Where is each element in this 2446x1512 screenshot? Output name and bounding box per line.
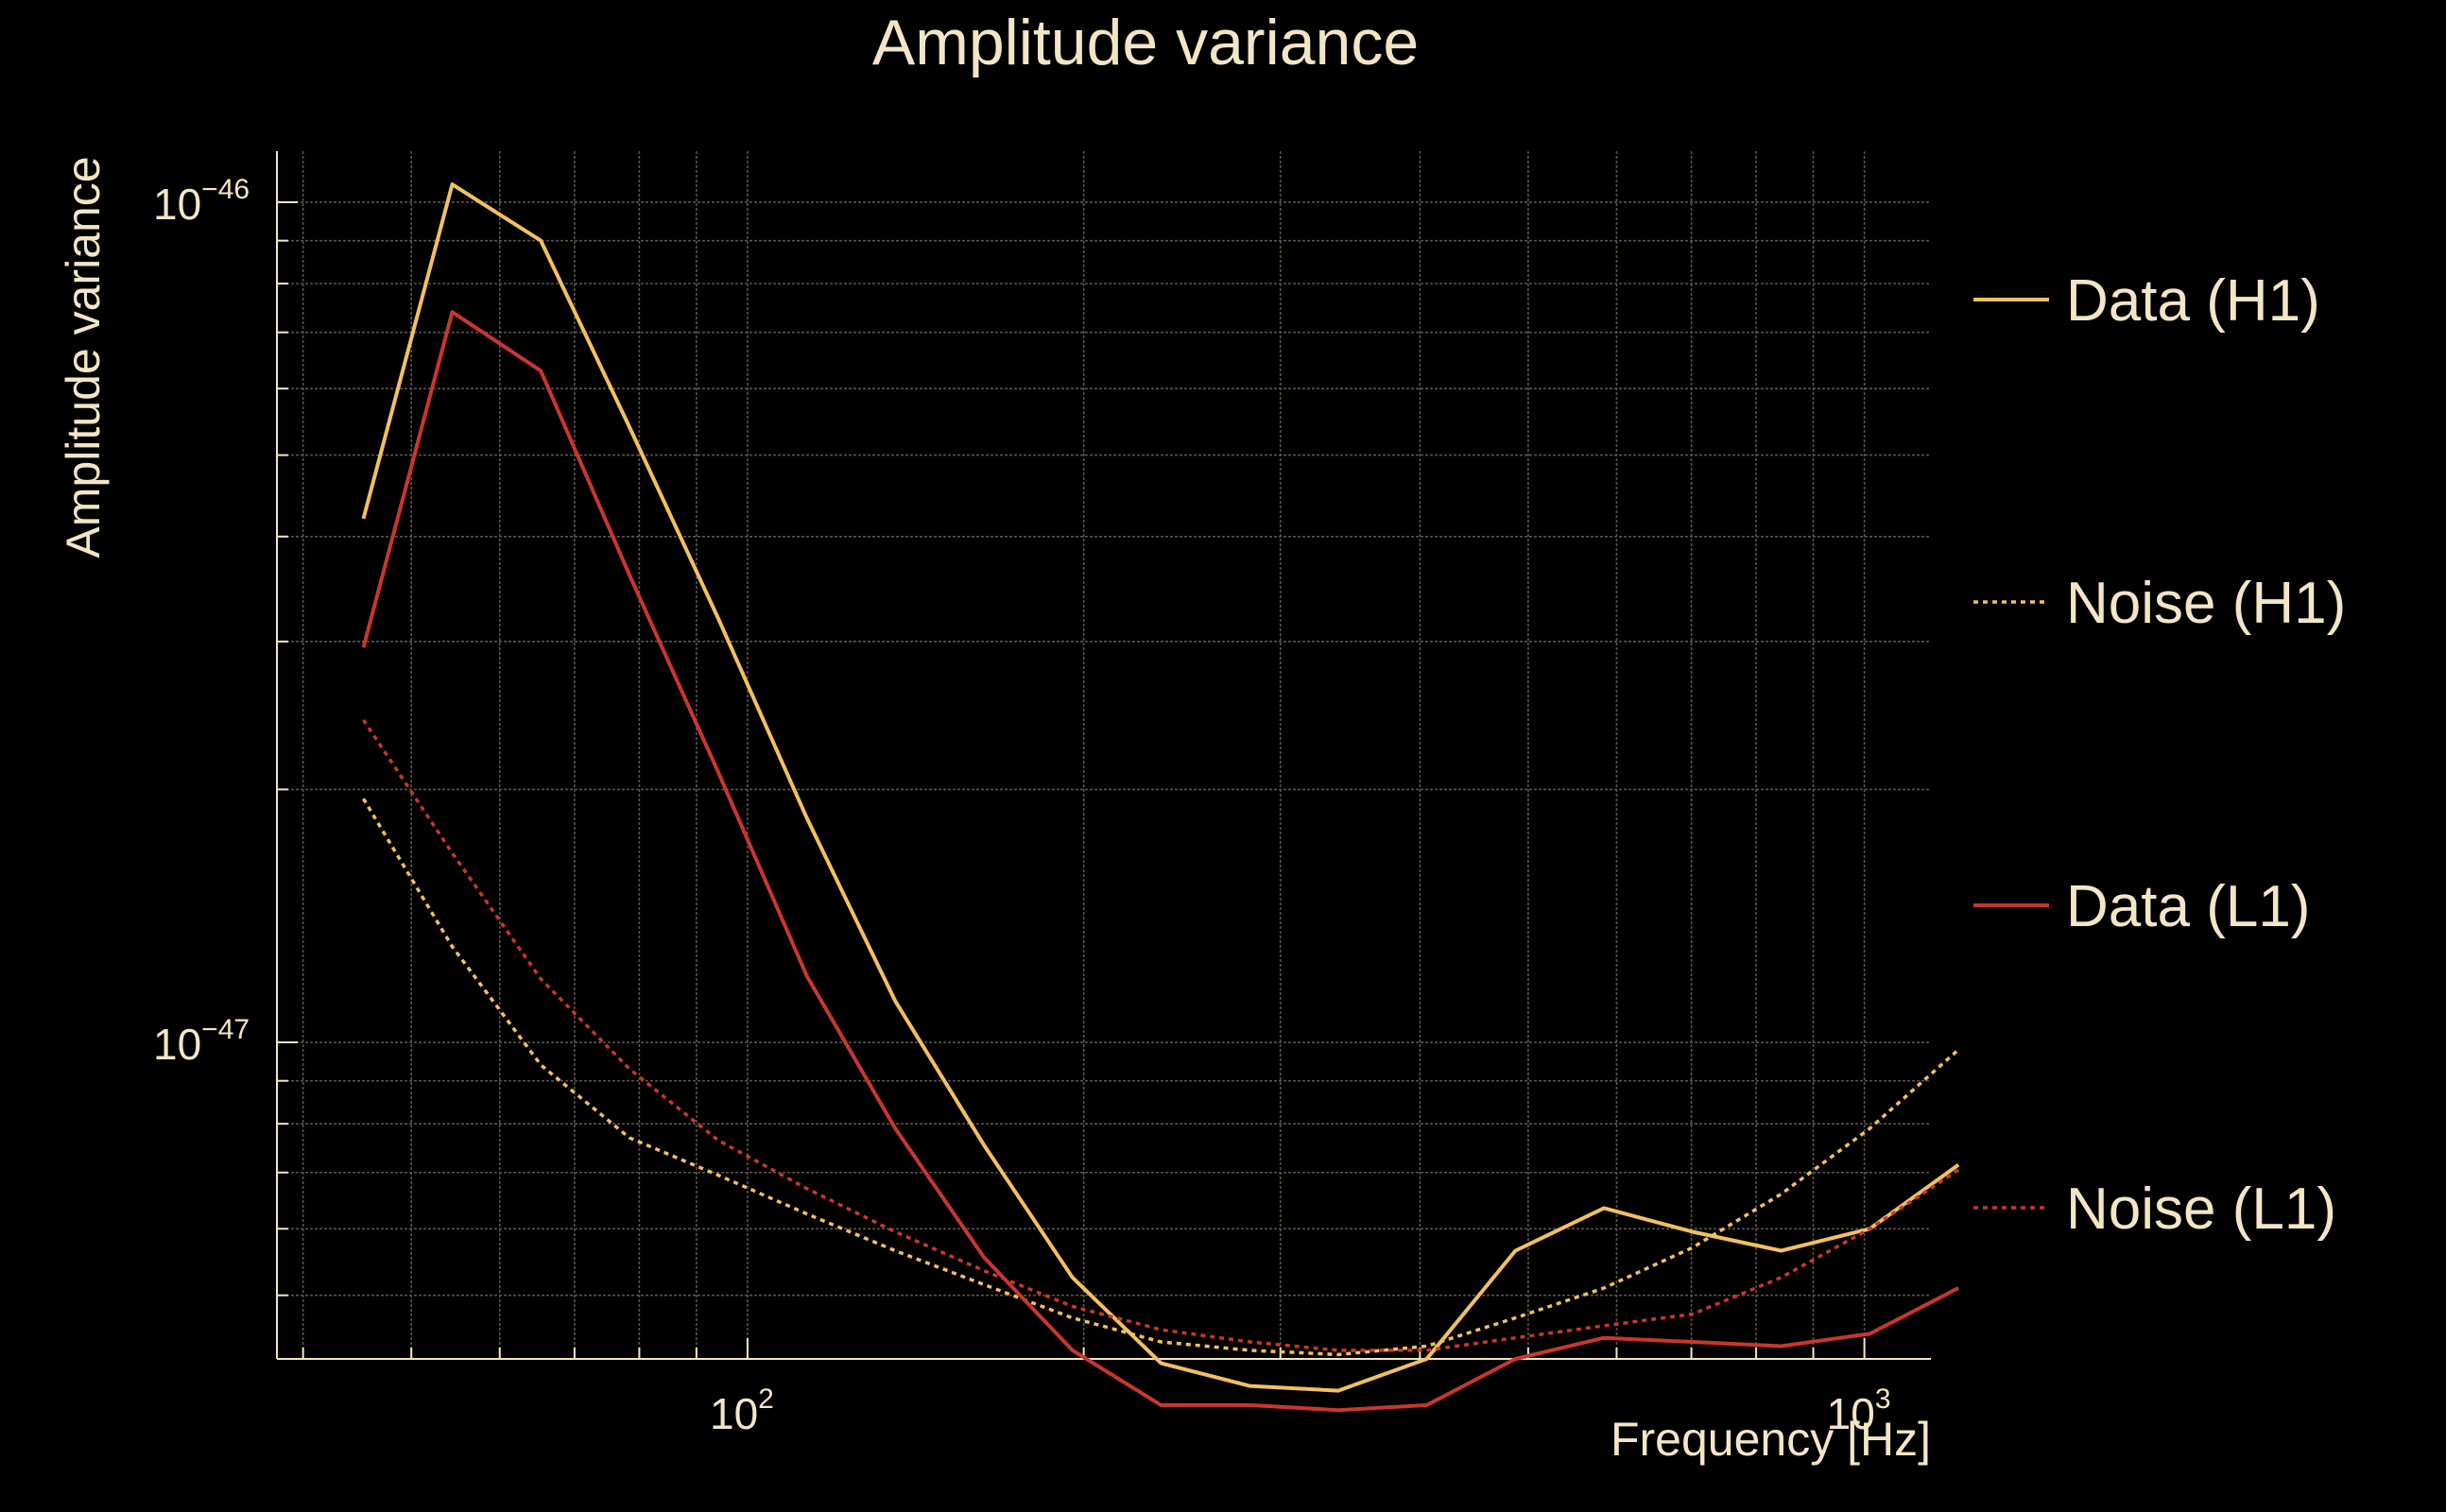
legend-label: Data (H1) [2066,268,2320,334]
x-tick-label-base: 10 [710,1389,758,1438]
x-tick-label: 102 [710,1383,774,1438]
series-line-2 [361,310,1960,1413]
axes [276,151,1931,1360]
legend-label: Noise (L1) [2066,1177,2336,1242]
series-line-1 [361,798,1960,1357]
legend: Data (H1) Noise (H1) Data (L1) Noise (L1) [1973,268,2346,1242]
x-tick-label-base: 10 [1827,1389,1875,1438]
x-tick-label: 103 [1827,1383,1891,1438]
x-tick-label-exponent: 3 [1875,1383,1891,1415]
x-tick-label-exponent: 2 [758,1383,774,1415]
y-tick-label-base: 10 [153,1020,201,1069]
y-tick-label: 10−46 [153,174,250,229]
y-axis-label: Amplitude variance [57,156,110,558]
legend-label: Data (L1) [2066,874,2310,939]
y-tick-label-exponent: −46 [201,174,250,205]
grid [277,151,1931,1359]
series-lines [361,182,1960,1413]
series-line-3 [362,718,1960,1352]
x-axis-label: Frequency [Hz] [1611,1413,1931,1466]
legend-label: Noise (H1) [2066,571,2346,636]
y-tick-label-base: 10 [153,180,201,229]
chart-title: Amplitude variance [872,7,1419,78]
y-tick-label: 10−47 [153,1014,250,1069]
y-tick-label-exponent: −47 [201,1014,250,1045]
series-line-0 [361,182,1960,1393]
